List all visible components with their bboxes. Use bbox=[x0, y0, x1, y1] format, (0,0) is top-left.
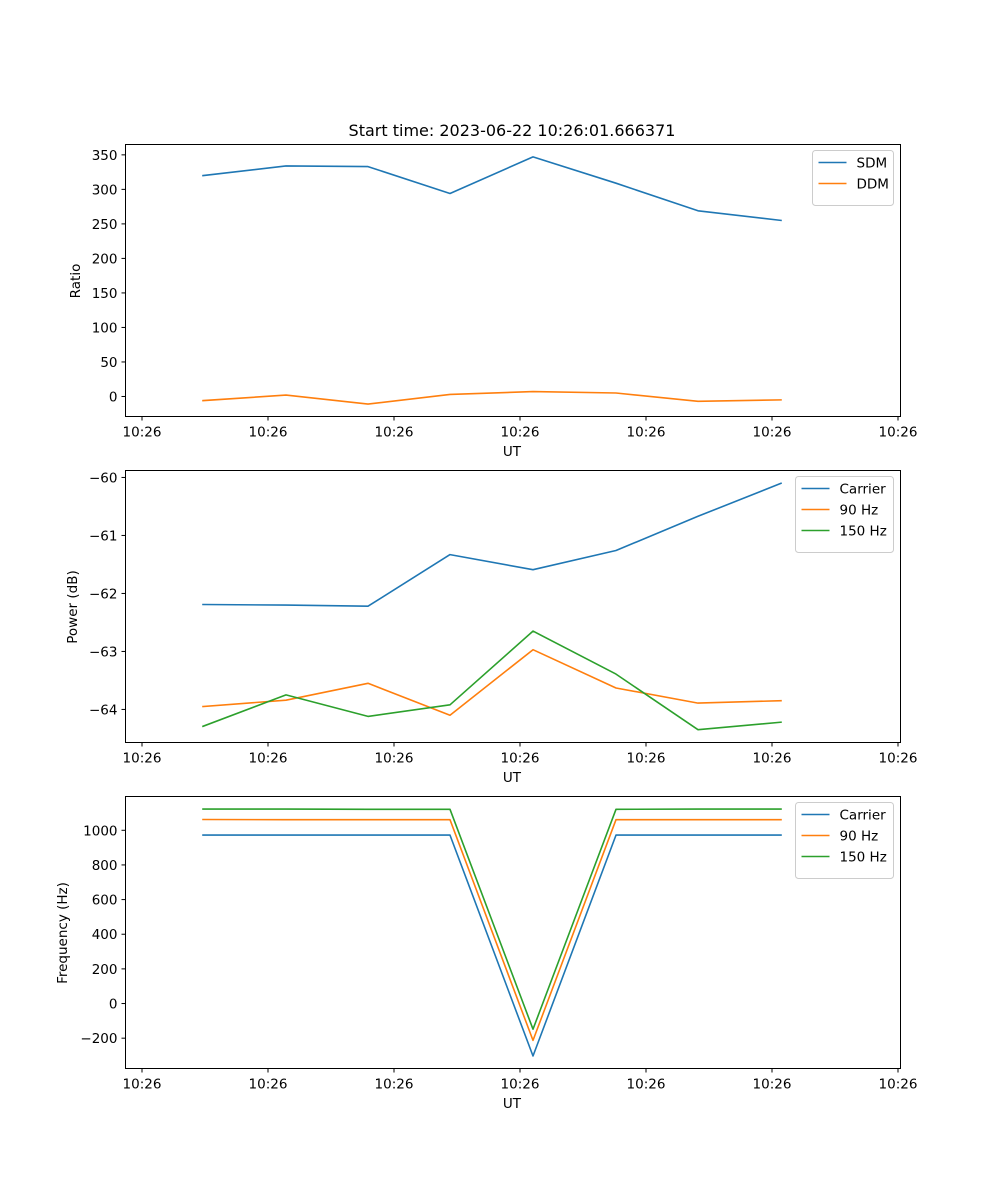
frequency-legend: Carrier 90 Hz 150 Hz bbox=[795, 802, 894, 879]
ratio-legend: SDM DDM bbox=[812, 150, 894, 206]
ratio-legend-frame bbox=[812, 150, 894, 206]
frequency-y-ticks: −200 0 200 400 600 800 1000 bbox=[80, 823, 126, 1047]
power-x-axis-label: UT bbox=[503, 770, 522, 786]
power-x-ticks: 10:26 10:26 10:26 10:26 10:26 10:26 10:26 bbox=[123, 742, 918, 767]
ratio-plot-frame bbox=[125, 144, 901, 417]
ratio-series-sdm-line bbox=[202, 156, 782, 222]
power-series-150-hz-line bbox=[201, 630, 782, 731]
ratio-y-tick-label: 50 bbox=[100, 355, 117, 371]
power-legend-frame bbox=[795, 476, 894, 553]
frequency-y-tick-label: 800 bbox=[92, 858, 118, 874]
frequency-y-axis-label: Frequency (Hz) bbox=[55, 882, 71, 984]
power-y-axis-label: Power (dB) bbox=[65, 570, 81, 643]
frequency-x-tick-label: 10:26 bbox=[249, 1077, 288, 1093]
frequency-x-tick-label: 10:26 bbox=[753, 1077, 792, 1093]
ratio-x-tick-label: 10:26 bbox=[249, 425, 288, 441]
power-x-tick-label: 10:26 bbox=[879, 751, 918, 767]
frequency-x-tick-label: 10:26 bbox=[123, 1077, 162, 1093]
power-y-tick-label: −61 bbox=[89, 528, 118, 544]
power-x-tick-label: 10:26 bbox=[501, 751, 540, 767]
ratio-x-tick-label: 10:26 bbox=[753, 425, 792, 441]
power-x-tick-label: 10:26 bbox=[375, 751, 414, 767]
power-legend-label-carrier: Carrier bbox=[840, 482, 887, 498]
frequency-series-150-hz-line bbox=[202, 808, 782, 1030]
frequency-legend-label-carrier: Carrier bbox=[840, 808, 887, 824]
frequency-x-tick-label: 10:26 bbox=[375, 1077, 414, 1093]
power-series-carrier-line bbox=[202, 482, 783, 608]
ratio-x-ticks: 10:26 10:26 10:26 10:26 10:26 10:26 10:26 bbox=[123, 416, 918, 441]
power-y-tick-label: −62 bbox=[89, 586, 118, 602]
frequency-series-lines bbox=[202, 808, 782, 1057]
frequency-series-90-hz-line bbox=[202, 818, 782, 1042]
frequency-series-carrier-line bbox=[202, 834, 782, 1057]
power-y-tick-label: −64 bbox=[89, 702, 118, 718]
ratio-x-tick-label: 10:26 bbox=[879, 425, 918, 441]
frequency-legend-frame bbox=[795, 802, 894, 879]
power-x-tick-label: 10:26 bbox=[627, 751, 666, 767]
frequency-y-tick-label: 1000 bbox=[83, 823, 117, 839]
power-legend-label-150-hz: 150 Hz bbox=[840, 524, 887, 540]
frequency-x-ticks: 10:26 10:26 10:26 10:26 10:26 10:26 10:26 bbox=[123, 1068, 918, 1093]
frequency-y-tick-label: 400 bbox=[92, 927, 118, 943]
frequency-y-tick-label: 200 bbox=[92, 962, 118, 978]
ratio-y-tick-label: 350 bbox=[92, 148, 118, 164]
ratio-panel: Start time: 2023-06-22 10:26:01.666371 0… bbox=[68, 121, 917, 460]
ratio-x-tick-label: 10:26 bbox=[627, 425, 666, 441]
power-x-tick-label: 10:26 bbox=[249, 751, 288, 767]
ratio-x-tick-label: 10:26 bbox=[375, 425, 414, 441]
power-plot-frame bbox=[125, 470, 901, 743]
power-y-ticks: −64 −63 −62 −61 −60 bbox=[89, 470, 126, 718]
frequency-legend-label-90-hz: 90 Hz bbox=[840, 829, 879, 845]
ratio-legend-label-ddm: DDM bbox=[857, 177, 889, 193]
frequency-y-tick-label: 600 bbox=[92, 893, 118, 909]
ratio-y-ticks: 0 50 100 150 200 250 300 350 bbox=[92, 148, 126, 405]
ratio-y-tick-label: 200 bbox=[92, 251, 118, 267]
frequency-y-tick-label: −200 bbox=[80, 1031, 117, 1047]
ratio-y-tick-label: 100 bbox=[92, 320, 118, 336]
power-legend: Carrier 90 Hz 150 Hz bbox=[795, 476, 894, 553]
frequency-x-tick-label: 10:26 bbox=[879, 1077, 918, 1093]
frequency-x-tick-label: 10:26 bbox=[501, 1077, 540, 1093]
frequency-plot-frame bbox=[125, 796, 901, 1069]
power-series-90-hz-line bbox=[202, 648, 782, 717]
frequency-x-tick-label: 10:26 bbox=[627, 1077, 666, 1093]
power-y-tick-label: −60 bbox=[89, 470, 118, 486]
frequency-y-tick-label: 0 bbox=[109, 997, 118, 1013]
ratio-series-lines bbox=[202, 156, 782, 405]
power-x-tick-label: 10:26 bbox=[753, 751, 792, 767]
power-panel: −64−63−62−61−60 10:26 10:26 10:26 10:26 10:2… bbox=[65, 470, 917, 786]
ratio-x-axis-label: UT bbox=[503, 444, 522, 460]
ratio-x-tick-label: 10:26 bbox=[123, 425, 162, 441]
ratio-y-axis-label: Ratio bbox=[68, 264, 84, 299]
power-y-tick-label: −63 bbox=[89, 644, 118, 660]
ratio-x-tick-label: 10:26 bbox=[501, 425, 540, 441]
power-legend-label-90-hz: 90 Hz bbox=[840, 503, 879, 519]
frequency-x-axis-label: UT bbox=[503, 1096, 522, 1112]
ratio-y-tick-label: 300 bbox=[92, 182, 118, 198]
power-x-tick-label: 10:26 bbox=[123, 751, 162, 767]
ratio-y-tick-label: 150 bbox=[92, 286, 118, 302]
ratio-y-tick-label: 250 bbox=[92, 217, 118, 233]
ratio-legend-label-sdm: SDM bbox=[857, 156, 888, 172]
chart-title: Start time: 2023-06-22 10:26:01.666371 bbox=[349, 121, 676, 140]
power-series-lines bbox=[201, 482, 783, 731]
ratio-series-ddm-line bbox=[202, 390, 782, 405]
frequency-legend-label-150-hz: 150 Hz bbox=[840, 850, 887, 866]
ratio-y-tick-label: 0 bbox=[109, 389, 118, 405]
